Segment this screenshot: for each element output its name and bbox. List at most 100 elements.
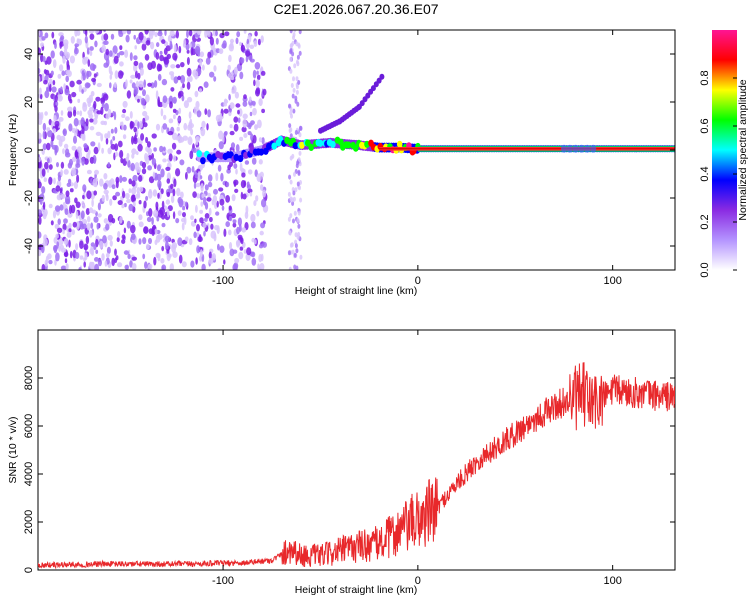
noise-speck <box>296 54 300 60</box>
noise-speck <box>227 64 231 71</box>
noise-speck <box>92 64 96 72</box>
noise-speck <box>175 136 180 141</box>
noise-speck <box>101 35 104 41</box>
noise-speck <box>151 229 155 236</box>
noise-speck <box>128 203 134 212</box>
noise-speck <box>44 60 48 65</box>
tone-blob <box>396 140 403 148</box>
noise-speck <box>122 108 127 114</box>
noise-speck <box>160 108 164 117</box>
noise-speck <box>42 130 46 140</box>
noise-speck <box>54 105 58 113</box>
noise-speck <box>235 103 241 108</box>
noise-speck <box>162 95 168 103</box>
noise-speck <box>209 216 213 223</box>
noise-speck <box>52 59 57 69</box>
noise-speck <box>297 171 301 176</box>
tone-blob <box>345 141 352 149</box>
noise-speck <box>129 79 133 84</box>
noise-speck <box>86 47 90 55</box>
noise-speck <box>245 55 249 63</box>
noise-speck <box>288 103 291 109</box>
noise-speck <box>71 229 76 236</box>
noise-speck <box>205 57 211 65</box>
noise-speck <box>221 43 227 49</box>
noise-speck <box>207 51 212 59</box>
noise-speck <box>294 130 298 135</box>
noise-speck <box>65 148 70 156</box>
noise-speck <box>95 96 101 102</box>
noise-speck <box>133 34 136 40</box>
noise-speck <box>298 125 302 131</box>
noise-speck <box>293 252 297 258</box>
noise-speck <box>117 231 121 238</box>
noise-speck <box>211 253 216 261</box>
noise-speck <box>119 149 124 159</box>
noise-speck <box>186 49 190 54</box>
noise-speck <box>242 193 247 200</box>
noise-speck <box>251 257 257 266</box>
noise-speck <box>189 118 193 127</box>
noise-speck <box>131 263 137 270</box>
noise-speck <box>127 253 131 260</box>
noise-speck <box>73 181 78 190</box>
noise-speck <box>115 151 118 157</box>
noise-speck <box>262 88 267 96</box>
noise-speck <box>175 168 181 177</box>
noise-speck <box>123 124 127 131</box>
noise-speck <box>89 50 93 56</box>
noise-speck <box>181 217 186 223</box>
noise-speck <box>146 216 152 223</box>
noise-speck <box>109 82 112 89</box>
noise-speck <box>288 174 292 180</box>
noise-speck <box>196 110 202 118</box>
noise-speck <box>74 197 78 204</box>
noise-speck <box>232 222 237 228</box>
noise-speck <box>110 139 113 146</box>
noise-speck <box>91 209 97 214</box>
noise-speck <box>59 64 64 72</box>
noise-speck <box>164 235 171 243</box>
noise-speck <box>180 75 186 84</box>
noise-speck <box>135 80 139 88</box>
noise-speck <box>43 177 47 182</box>
noise-speck <box>130 74 136 79</box>
snr-y-axis-label: SNR (10 * v/v) <box>7 416 19 483</box>
noise-speck <box>161 222 166 228</box>
noise-speck <box>119 45 123 50</box>
noise-speck <box>145 243 150 250</box>
noise-speck <box>100 133 104 142</box>
noise-speck <box>87 149 91 156</box>
noise-speck <box>148 189 152 194</box>
noise-speck <box>180 62 185 68</box>
noise-speck <box>145 94 150 103</box>
noise-speck <box>169 30 175 37</box>
noise-speck <box>254 30 258 37</box>
noise-speck <box>175 218 180 224</box>
noise-speck <box>60 169 63 177</box>
noise-speck <box>94 263 99 270</box>
noise-speck <box>107 162 111 168</box>
noise-speck <box>173 44 177 53</box>
noise-speck <box>165 199 171 205</box>
noise-speck <box>145 40 151 46</box>
noise-speck <box>254 124 258 131</box>
noise-speck <box>52 210 57 219</box>
noise-speck <box>67 178 72 184</box>
noise-speck <box>237 234 243 240</box>
noise-speck <box>137 98 140 103</box>
noise-speck <box>85 30 88 37</box>
y-tick-label: 6000 <box>23 414 35 438</box>
noise-speck <box>253 200 257 207</box>
noise-speck <box>172 211 176 220</box>
noise-speck <box>247 131 252 136</box>
noise-speck <box>121 176 127 182</box>
noise-speck <box>140 97 146 106</box>
noise-speck <box>62 129 66 135</box>
noise-speck <box>128 178 132 185</box>
tone-blob <box>271 142 278 150</box>
noise-speck <box>133 86 139 96</box>
noise-speck <box>202 222 207 228</box>
noise-speck <box>96 222 100 230</box>
noise-speck <box>84 158 89 165</box>
